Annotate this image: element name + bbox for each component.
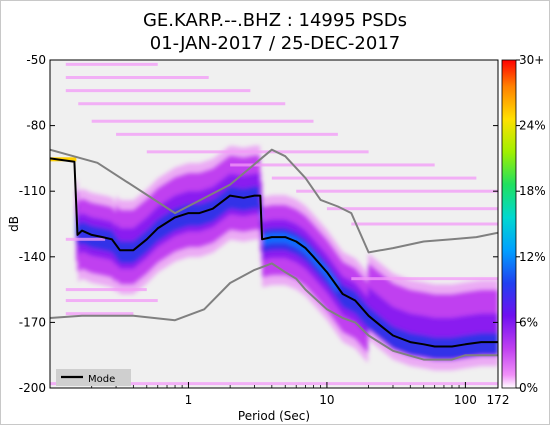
x-tick-label: 172 <box>487 393 510 407</box>
colorbar-tick-label: 6% <box>519 315 538 329</box>
y-tick-label: -170 <box>19 315 46 329</box>
x-axis-label: Period (Sec) <box>238 409 310 423</box>
chart-title-line1: GE.KARP.--.BHZ : 14995 PSDs <box>143 10 407 31</box>
y-tick-label: -200 <box>19 381 46 395</box>
legend-box <box>56 369 131 386</box>
legend: Mode <box>56 369 131 386</box>
y-tick-label: -80 <box>26 119 46 133</box>
colorbar <box>501 59 517 389</box>
x-axis: 1 10 100 172 <box>91 382 510 407</box>
legend-mode-label: Mode <box>88 374 115 385</box>
colorbar-tick-label: 30+ <box>519 53 544 67</box>
y-tick-label: -50 <box>26 53 46 67</box>
colorbar-tick-label: 0% <box>519 381 538 395</box>
colorbar-tick-label: 18% <box>519 184 546 198</box>
noise-model-lines <box>50 148 498 361</box>
mode-line <box>50 157 498 348</box>
y-tick-label: -110 <box>19 184 46 198</box>
x-tick-label: 10 <box>319 393 334 407</box>
x-tick-label: 100 <box>454 393 477 407</box>
colorbar-ticks: 30+ 24% 18% 12% 6% 0% <box>516 53 546 395</box>
density-sparse <box>50 62 498 386</box>
psd-density-layer <box>50 62 498 386</box>
colorbar-tick-label: 12% <box>519 250 546 264</box>
low-noise-model-line <box>50 262 498 361</box>
colorbar-tick-label: 24% <box>519 119 546 133</box>
y-axis-label: dB <box>7 216 21 232</box>
y-axis: -50 -80 -110 -140 -170 -200 <box>19 53 498 395</box>
high-noise-model-line <box>50 148 498 254</box>
y-tick-label: -140 <box>19 250 46 264</box>
plot-border <box>49 59 499 389</box>
x-tick-label: 1 <box>185 393 193 407</box>
chart-title-line2: 01-JAN-2017 / 25-DEC-2017 <box>150 33 401 54</box>
